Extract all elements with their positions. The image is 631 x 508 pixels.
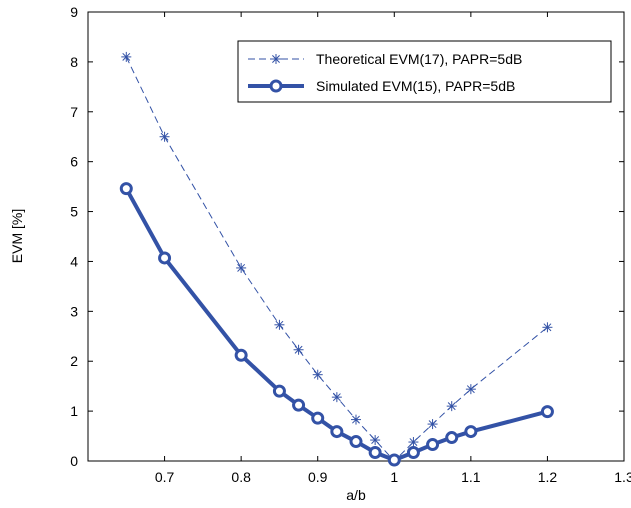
y-tick-label: 4 [70,253,78,269]
star-stroke [272,55,280,63]
star-stroke [466,385,475,394]
star-marker [159,131,170,142]
circle-marker [292,398,306,412]
star-stroke [352,415,360,424]
star-stroke [371,436,380,445]
legend-marker-simulated [269,79,283,93]
star-stroke [294,345,303,354]
star-marker [293,344,304,355]
circle-marker [272,384,286,398]
star-stroke [313,370,322,379]
y-tick-label: 3 [70,303,78,319]
star-marker [312,369,323,380]
star-marker [274,319,285,330]
circle-marker [387,453,401,467]
y-ticks: 0 1 2 3 4 5 6 7 8 9 [70,4,624,469]
y-tick-label: 9 [70,4,78,20]
x-tick-label: 1 [390,469,398,485]
circle-marker [445,431,459,445]
y-tick-label: 2 [70,353,78,369]
y-tick-label: 6 [70,154,78,170]
y-tick-label: 0 [70,453,78,469]
legend-box [237,40,612,103]
star-marker [351,414,361,425]
star-marker [121,51,132,62]
y-tick-label: 7 [70,104,78,120]
circle-marker [464,425,478,439]
star-marker [427,419,438,430]
y-tick-label: 1 [70,403,78,419]
y-tick-label: 5 [70,204,78,220]
star-marker [236,262,247,273]
circle-marker [349,435,363,449]
star-stroke [543,323,552,332]
star-stroke [332,393,341,402]
x-tick-label: 0.7 [155,469,175,485]
x-ticks: 0.7 0.8 0.9 1 1.1 1.2 1.3 [155,12,631,485]
x-tick-label: 1.1 [461,469,481,485]
y-tick-label: 8 [70,54,78,70]
star-marker [370,435,381,446]
star-stroke [447,402,456,411]
x-tick-label: 1.3 [614,469,631,485]
legend-label-theoretical: Theoretical EVM(17), PAPR=5dB [316,51,522,67]
star-marker [271,54,281,64]
star-marker [331,392,342,403]
legend-label-simulated: Simulated EVM(15), PAPR=5dB [316,78,515,94]
circle-marker [406,446,420,460]
x-tick-label: 1.2 [538,469,558,485]
star-marker [446,401,457,412]
star-stroke [237,263,246,272]
star-marker [542,322,553,333]
circle-marker [119,182,133,196]
star-stroke [409,438,418,446]
star-stroke [428,420,437,429]
star-marker [465,384,476,395]
series-layer [119,51,554,467]
x-tick-label: 0.9 [308,469,328,485]
circle-marker [368,446,382,460]
x-tick-label: 0.8 [231,469,251,485]
star-stroke [160,132,169,141]
star-stroke [122,52,131,61]
star-stroke [275,320,284,329]
legend: Theoretical EVM(17), PAPR=5dB Simulated E… [237,40,612,103]
circle-marker [330,425,344,439]
circle-marker [311,411,325,425]
circle-marker [158,251,172,265]
circle-marker [426,438,440,452]
circle-marker [540,405,554,419]
y-axis-label: EVM [%] [9,209,25,263]
circle-marker [234,348,248,362]
star-marker [408,437,419,448]
x-axis-label: a/b [346,487,366,503]
